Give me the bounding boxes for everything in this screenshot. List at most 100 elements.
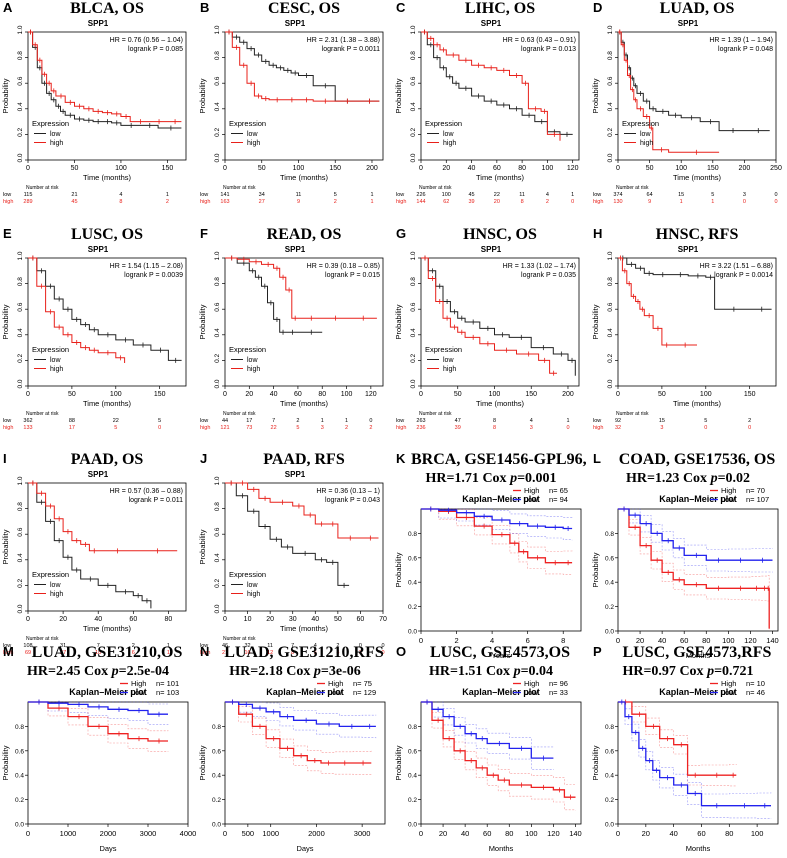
series-low-line [225,482,350,586]
series-high-line [618,508,770,629]
plot-frame [420,257,580,387]
risk-count: 3 [743,192,746,198]
hr-annotation: HR = 1.39 (1 – 1.94) [709,37,773,44]
logrank-annotation: logrank P = 0.048 [718,46,773,53]
legend-label-high: High [328,679,343,688]
y-tick-label: 0.8 [607,277,614,286]
risk-count: 2 [132,643,135,649]
x-tick-label: 0 [419,391,423,398]
panel-letter: M [3,644,14,659]
risk-count: 11 [296,192,302,198]
y-axis-label: Probability [394,745,403,780]
panel-b: B CESC, OS SPP1 0 50 100 150 200 0.0 0.2 0.4 0.6 0.8… [197,0,393,214]
x-tick-label: 60 [697,829,705,838]
x-tick-label: 20 [636,636,644,645]
hr-annotation: HR = 0.36 (0.13 – 1) [316,488,380,495]
x-axis-label: Time (months) [673,399,722,408]
legend-label-high: High [721,486,736,495]
risk-count: 374 [613,192,622,198]
risk-group-low: low [200,418,208,424]
y-tick-label: 1.0 [17,251,24,260]
x-axis-label: Time (months) [83,624,132,633]
x-tick-label: 2 [454,636,458,645]
panel-subtitle: SPP1 [677,245,699,254]
x-tick-label: 60 [129,616,137,623]
y-tick-label: 0.0 [214,153,221,162]
risk-count: 130 [613,199,622,205]
x-tick-label: 40 [461,829,469,838]
x-axis-label: Time (months) [476,173,525,182]
cox-label: Cox [679,664,704,679]
panel-h: H HNSC, RFS SPP1 0 50 100 150 0.0 0.2 0.4 0.6 0.8 1.… [590,226,786,440]
cox-value: =2.5e-04 [118,664,169,679]
risk-count: 32 [245,643,251,649]
plot-frame [617,257,777,387]
risk-count: 45 [71,199,77,205]
hr-value: HR=1.23 [625,471,680,486]
panel-l: L COAD, GSE17536, OS HR=1.23 Cox p=0.02 Kap… [590,451,786,665]
panel-title: LUSC, OS [70,226,144,243]
panel-letter: P [593,644,602,659]
plot-frame [224,482,384,612]
risk-count: 3 [359,650,362,656]
risk-count: 69 [25,650,31,656]
y-tick-label: 0.0 [607,379,614,388]
x-tick-label: 40 [658,636,666,645]
y-tick-label: 0.6 [214,302,221,311]
risk-count: 4 [530,418,533,424]
panel-subtitle: SPP1 [87,19,109,28]
plot-frame [420,31,580,161]
risk-count: 62 [443,199,449,205]
x-tick-label: 80 [518,165,526,172]
y-tick-label: 0.8 [17,51,24,60]
risk-count: 0 [743,199,746,205]
risk-count: 47 [455,418,461,424]
y-tick-label: 0.2 [214,354,221,363]
series-low-line [225,31,380,102]
y-tick-label: 0.0 [408,629,417,636]
risk-group-high: high [3,650,13,656]
x-tick-label: 60 [493,165,501,172]
legend-label-low: low [247,357,258,364]
x-axis-label: Days [99,844,116,853]
x-axis-label: Years [492,651,511,660]
x-tick-label: 100 [542,165,554,172]
risk-count: 5 [158,418,161,424]
panel-title: LUAD, OS [659,0,735,17]
panel-subtitle: SPP1 [284,19,306,28]
panel-letter: K [396,451,406,466]
x-tick-label: 20 [439,829,447,838]
ci-upper-high [618,508,770,616]
hr-value: HR=2.45 [27,664,81,679]
risk-group-low: low [3,418,11,424]
y-axis-label: Probability [591,745,600,780]
legend-n-low: n= 103 [156,688,179,697]
y-tick-label: 0.6 [408,748,417,755]
risk-count: 0 [571,199,574,205]
y-tick-label: 0.8 [605,724,614,731]
hazard-ratio-line: HR=2.45 Cox p=2.5e-04 [0,664,196,680]
cox-value: =0.02 [717,471,751,486]
series-low-line [421,701,554,759]
plot-frame [420,508,582,632]
x-tick-label: 8 [561,636,565,645]
risk-group-high: high [593,199,603,205]
risk-count: 5 [296,425,299,431]
panel-e: E LUSC, OS SPP1 0 50 100 150 0.0 0.2 0.4 0.6 0.8 1.0… [0,226,196,440]
risk-count: 2 [334,199,337,205]
risk-count: 8 [493,425,496,431]
risk-count: 5 [704,418,707,424]
geo-km-chart: Kaplan–Meier plot 0 20 40 60 80 100 120 140 0.0 0.… [394,679,582,853]
ci-lower-low [421,508,573,541]
risk-count: 0 [158,425,161,431]
y-axis-label: Probability [198,745,207,780]
cox-label: Cox [286,664,311,679]
legend-title: Expression [622,119,659,128]
legend-label-low: Low [131,688,145,697]
ci-lower-low [421,701,554,770]
risk-group-high: high [3,199,13,205]
series-high-line [225,31,380,102]
y-axis-label: Probability [591,78,600,113]
